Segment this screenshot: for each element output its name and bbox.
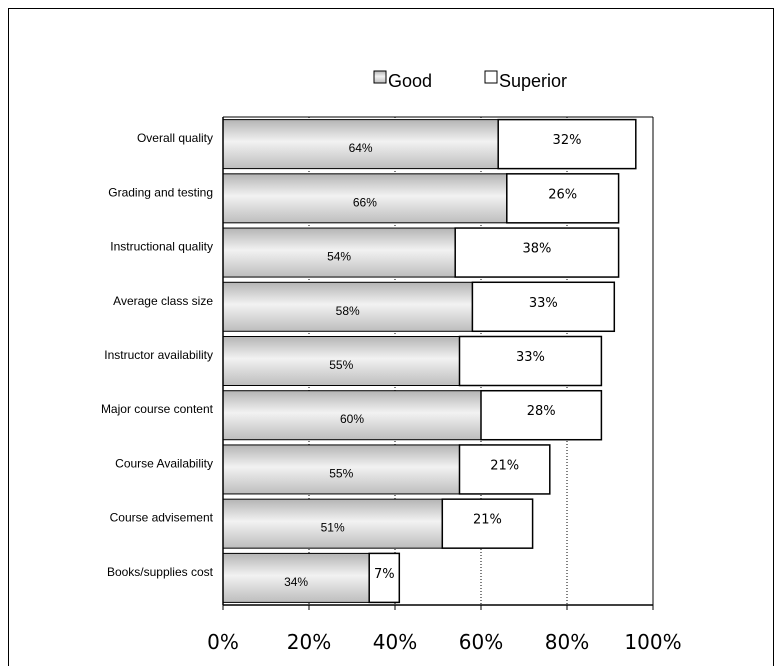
- bar-superior: [480, 389, 603, 441]
- data-label-good: 60%: [340, 412, 364, 426]
- bar-superior: [458, 444, 551, 495]
- data-label-good: 66%: [353, 195, 377, 209]
- legend-label-superior: Superior: [499, 71, 567, 91]
- category-label: Course Availability: [115, 456, 213, 470]
- bar-good: [222, 281, 473, 332]
- bar-superior: [506, 173, 620, 224]
- legend: Good Superior: [373, 70, 567, 91]
- x-tick-label: 100%: [624, 630, 681, 654]
- data-label-superior: 7%: [374, 567, 395, 582]
- legend-label-good: Good: [388, 71, 432, 91]
- bar-superior: [368, 552, 401, 604]
- bar-good: [222, 552, 370, 603]
- category-label: Overall quality: [137, 131, 213, 145]
- category-label: Average class size: [113, 294, 213, 308]
- category-label: Major course content: [101, 402, 214, 416]
- stacked-bar-chart: Good Superior Overall quality 64% 32% Gradi…: [101, 70, 682, 654]
- data-label-good: 58%: [336, 304, 360, 318]
- bar-superior: [471, 281, 616, 333]
- data-label-superior: 28%: [527, 404, 556, 419]
- bar-good: [222, 173, 508, 224]
- x-tick-label: 40%: [373, 630, 417, 654]
- x-tick-label: 20%: [287, 630, 331, 654]
- category-label: Course advisement: [110, 511, 214, 525]
- legend-swatch-good: [373, 70, 387, 84]
- plot-area: Overall quality 64% 32% Grading and testing…: [101, 116, 682, 654]
- bar-good: [222, 498, 443, 549]
- category-label: Books/supplies cost: [107, 565, 214, 579]
- data-label-superior: 21%: [490, 458, 519, 473]
- chart-frame: Good Superior Overall quality 64% 32% Gradi…: [8, 8, 774, 666]
- x-tick-label: 0%: [207, 630, 239, 654]
- bar-superior: [497, 118, 637, 170]
- data-label-good: 51%: [321, 521, 345, 535]
- data-label-good: 34%: [284, 575, 308, 589]
- data-label-superior: 33%: [516, 350, 545, 365]
- category-label: Grading and testing: [108, 185, 213, 199]
- bar-good: [222, 390, 482, 441]
- legend-swatch-superior: [484, 70, 498, 84]
- data-label-superior: 33%: [529, 296, 558, 311]
- bar-superior: [454, 227, 620, 278]
- data-label-superior: 21%: [473, 513, 502, 528]
- data-label-good: 55%: [329, 358, 353, 372]
- category-label: Instructional quality: [110, 240, 213, 254]
- x-tick-label: 60%: [459, 630, 503, 654]
- data-label-good: 55%: [329, 466, 353, 480]
- data-label-good: 64%: [349, 141, 373, 155]
- data-label-superior: 32%: [553, 133, 582, 148]
- bar-good: [222, 336, 460, 386]
- x-tick-label: 80%: [545, 630, 589, 654]
- bar-good: [222, 227, 456, 278]
- data-label-superior: 26%: [548, 187, 577, 202]
- bar-good: [222, 119, 499, 170]
- category-label: Instructor availability: [104, 348, 213, 362]
- data-label-superior: 38%: [522, 242, 551, 257]
- bar-superior: [458, 335, 603, 387]
- data-label-good: 54%: [327, 250, 351, 264]
- bar-superior: [441, 498, 534, 549]
